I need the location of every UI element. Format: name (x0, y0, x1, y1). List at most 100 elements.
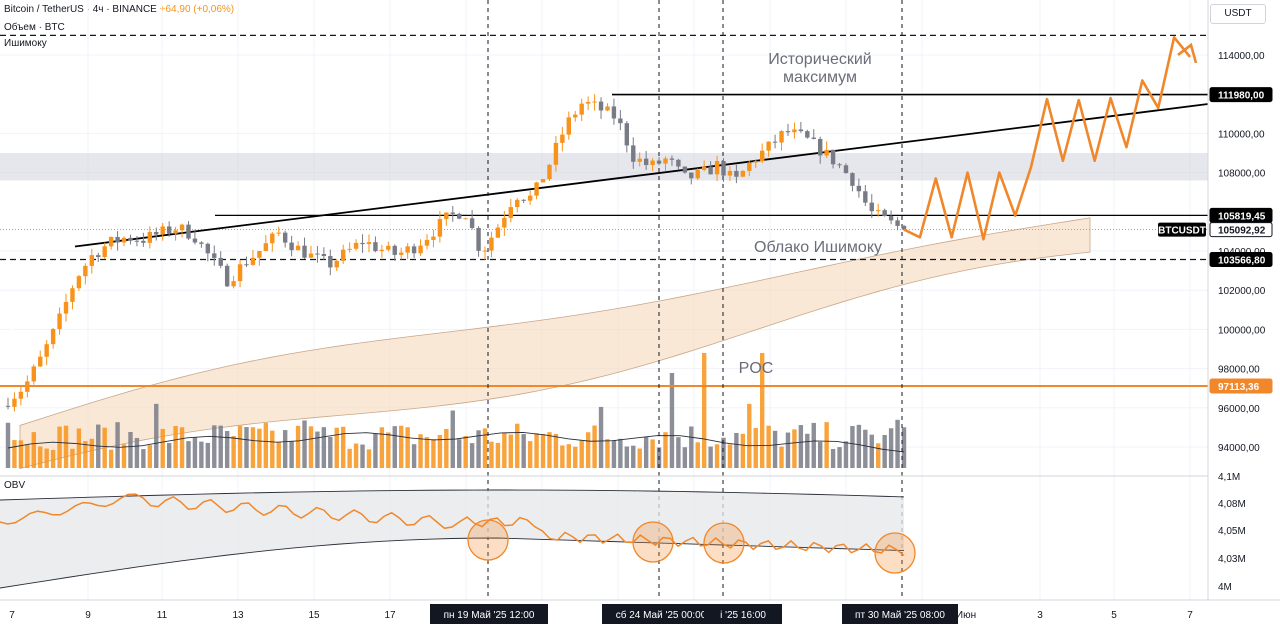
candle-body (656, 160, 662, 164)
cloud-annotation: Облако Ишимоку (754, 239, 882, 256)
candle-up (160, 222, 165, 241)
volume-bar (38, 446, 43, 468)
candle-body (108, 236, 114, 247)
back-arrow-icon[interactable] (0, 300, 20, 336)
candle-body (379, 249, 385, 252)
poc-annotation: POC (739, 360, 774, 377)
volume-bar (399, 425, 404, 468)
price-tick-label: 94000,00 (1218, 443, 1260, 454)
candle-up (270, 231, 275, 252)
candle-body (869, 202, 874, 212)
obv-label: OBV (4, 480, 25, 491)
candle-body (63, 301, 69, 314)
candle-body (386, 245, 391, 250)
candle-body (792, 129, 797, 133)
candle-body (115, 236, 120, 243)
volume-bar (714, 444, 720, 468)
volume-bar (386, 432, 391, 468)
volume-bar (476, 430, 481, 468)
volume-bar (134, 438, 140, 468)
volume-bar (250, 427, 256, 468)
candle-body (740, 170, 746, 177)
candle-up (263, 235, 269, 252)
volume-bar (901, 427, 907, 468)
candle-up (108, 236, 114, 250)
candle-up (147, 226, 153, 249)
candle-down (888, 210, 894, 225)
historical-max-annotation: максимум (783, 69, 857, 86)
volume-bar (173, 425, 178, 468)
volume-bar (585, 432, 591, 468)
candle-down (676, 158, 681, 170)
currency-unit-button[interactable]: USDT (1210, 4, 1266, 24)
volume-bar (695, 442, 700, 468)
symbol-header[interactable]: Bitcoin / TetherUS · 4ч · BINANCE +64,90… (4, 4, 234, 16)
candle-body (302, 245, 307, 258)
ichimoku-indicator-label[interactable]: Ишимоку (4, 38, 47, 49)
candle-up (399, 247, 404, 260)
candle-down (611, 98, 617, 125)
candle-body (876, 210, 881, 212)
candle-body (566, 117, 572, 135)
volume-bar (379, 427, 385, 468)
volume-bar (108, 449, 114, 468)
volume-bar (463, 436, 468, 468)
candle-down (192, 229, 198, 245)
volume-bar (798, 425, 804, 468)
time-tick-label: Июн (956, 610, 976, 621)
candle-down (186, 221, 191, 240)
candle-up (766, 141, 771, 157)
candle-body (534, 182, 539, 196)
candle-body (18, 391, 24, 399)
volume-bar (186, 441, 191, 468)
candle-up (25, 375, 30, 398)
volume-bar (895, 419, 900, 468)
candle-down (411, 243, 417, 259)
candle-down (218, 251, 223, 269)
candle-up (276, 226, 281, 236)
candle-up (824, 141, 829, 158)
volume-bar (727, 444, 733, 468)
candle-body (747, 162, 752, 171)
candle-up (63, 293, 69, 322)
volume-bar (270, 430, 275, 468)
candle-up (540, 179, 546, 183)
candle-body (437, 219, 443, 237)
candle-up (379, 244, 385, 258)
candle-down (631, 137, 636, 169)
volume-bar (663, 432, 668, 468)
candle-up (173, 226, 178, 241)
volume-bar (502, 432, 507, 468)
candle-down (457, 212, 462, 220)
candle-body (676, 159, 681, 167)
candle-body (463, 218, 468, 220)
time-tick-label: 3 (1037, 610, 1043, 621)
candle-body (573, 114, 578, 118)
volume-bar (160, 428, 165, 468)
time-tick-label: 7 (1187, 610, 1193, 621)
candle-down (328, 249, 333, 276)
volume-bar (257, 428, 262, 468)
candle-body (57, 313, 62, 330)
volume-indicator-label[interactable]: Объем · BTC (4, 22, 65, 33)
volume-bar (521, 434, 526, 468)
volume-bar (57, 426, 62, 468)
candle-up (444, 212, 449, 226)
volume-bar (515, 423, 520, 468)
candle-body (44, 344, 49, 357)
candle-body (721, 161, 726, 176)
candle-down (669, 155, 675, 166)
candle-up (527, 190, 533, 205)
candle-body (366, 242, 372, 245)
candle-body (521, 199, 526, 201)
candle-up (31, 364, 36, 385)
volume-bar (102, 427, 107, 468)
volume-bar (315, 431, 320, 468)
volume-bar (637, 448, 642, 468)
candle-up (650, 158, 655, 172)
candle-up (38, 350, 43, 367)
candle-up (566, 111, 572, 140)
time-tick-label: 7 (9, 610, 15, 621)
volume-bar (618, 438, 623, 468)
